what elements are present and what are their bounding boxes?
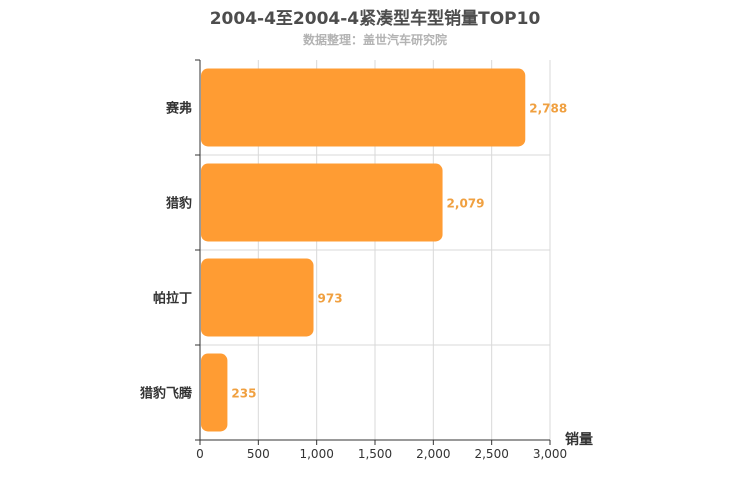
category-label: 猎豹飞腾 [140, 386, 193, 402]
x-tick-label: 2,500 [474, 447, 508, 461]
chart-subtitle: 数据整理：盖世汽车研究院 [302, 33, 447, 47]
bar [201, 353, 228, 432]
category-label: 猎豹 [166, 196, 192, 212]
x-tick-label: 2,000 [416, 447, 450, 461]
bar [201, 68, 526, 147]
x-axis-title: 销量 [565, 431, 593, 448]
bar [201, 258, 314, 337]
value-label: 2,079 [447, 197, 485, 211]
category-label: 赛弗 [165, 101, 192, 117]
chart-title: 2004-4至2004-4紧凑型车型销量TOP10 [209, 9, 541, 29]
value-label: 235 [231, 387, 256, 401]
x-tick-label: 3,000 [533, 447, 567, 461]
x-tick-label: 1,500 [358, 447, 392, 461]
x-tick-label: 1,000 [299, 447, 333, 461]
x-tick-label: 0 [196, 447, 204, 461]
bar [201, 163, 443, 242]
value-label: 973 [318, 292, 343, 306]
category-label: 帕拉丁 [153, 291, 192, 307]
value-label: 2,788 [529, 102, 567, 116]
x-tick-label: 500 [247, 447, 270, 461]
